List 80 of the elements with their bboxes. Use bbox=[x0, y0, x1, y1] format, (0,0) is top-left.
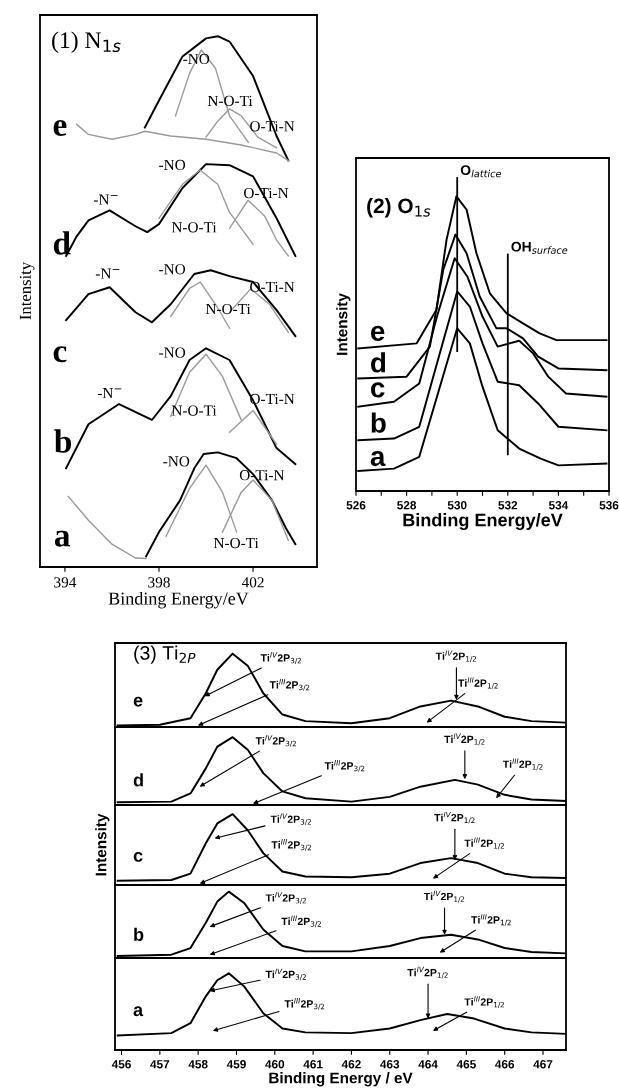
annotation: -NO bbox=[183, 53, 210, 65]
x-tick-label: 461 bbox=[303, 1060, 323, 1069]
annotation: -N$^{−}$ bbox=[97, 388, 122, 399]
annotation: Ti$^{IV}$2P$_{3/2}$ bbox=[255, 735, 296, 747]
annotation: Ti$^{III}$2P$_{1/2}$ bbox=[464, 837, 504, 850]
annotation: Ti$^{IV}$2P$_{1/2}$ bbox=[407, 966, 448, 979]
annotation: a bbox=[133, 1006, 144, 1017]
annotation: -NO bbox=[159, 264, 186, 275]
annotation: d bbox=[371, 352, 386, 373]
annotation: d bbox=[53, 231, 71, 255]
x-tick-label: 457 bbox=[150, 1060, 170, 1069]
annotation: Ti$^{III}$2P$_{1/2}$ bbox=[502, 758, 543, 771]
y-axis-title: Intensity bbox=[19, 261, 35, 320]
annotation: Ti$^{IV}$2P$_{1/2}$ bbox=[435, 650, 477, 663]
x-axis-title: Binding Energy/eV bbox=[108, 591, 249, 609]
annotation: N-O-Ti bbox=[171, 405, 217, 416]
x-tick-label: 526 bbox=[346, 501, 366, 510]
x-tick-label: 465 bbox=[456, 1060, 476, 1069]
x-tick-label: 464 bbox=[418, 1060, 438, 1069]
ref-line-label: OH$_{surface}$ bbox=[511, 241, 568, 254]
ref-line-label: O$_{lattice}$ bbox=[460, 165, 502, 178]
annotation: d bbox=[133, 773, 143, 787]
chart-title: (2) O$_{1s}$ bbox=[367, 197, 431, 218]
annotation: Ti$^{IV}$2P$_{3/2}$ bbox=[270, 813, 311, 826]
x-axis-title: Binding Energy/eV bbox=[403, 513, 563, 531]
x-tick-label: 462 bbox=[341, 1060, 361, 1069]
x-tick-label: 402 bbox=[241, 577, 264, 588]
annotation: Ti$^{IV}$2P$_{1/2}$ bbox=[423, 890, 465, 903]
annotation: -NO bbox=[159, 159, 186, 171]
annotation: Ti$^{IV}$2P$_{1/2}$ bbox=[444, 733, 485, 746]
annotation: b bbox=[54, 429, 72, 453]
x-tick-label: 456 bbox=[111, 1060, 131, 1069]
annotation: Ti$^{III}$2P$_{3/2}$ bbox=[269, 679, 310, 691]
x-tick-label: 463 bbox=[380, 1060, 400, 1069]
x-tick-label: 467 bbox=[533, 1060, 553, 1069]
x-tick-label: 460 bbox=[265, 1060, 285, 1069]
annotation: e bbox=[133, 696, 143, 707]
annotation: e bbox=[371, 325, 385, 341]
annotation: Ti$^{IV}$2P$_{3/2}$ bbox=[260, 652, 301, 664]
x-tick-label: 532 bbox=[498, 501, 518, 510]
annotation: -NO bbox=[163, 456, 190, 467]
annotation: c bbox=[371, 382, 385, 398]
x-tick-label: 466 bbox=[495, 1060, 515, 1069]
x-tick-label: 459 bbox=[226, 1060, 246, 1069]
annotation: -NO bbox=[159, 347, 186, 358]
x-axis-title: Binding Energy / eV bbox=[269, 1072, 413, 1087]
annotation: b bbox=[134, 927, 144, 941]
annotation: -N$^{−}$ bbox=[93, 194, 118, 205]
x-tick-label: 528 bbox=[397, 501, 417, 510]
chart-title: (3) Ti$_{2P}$ bbox=[134, 645, 196, 664]
annotation: Ti$^{III}$2P$_{1/2}$ bbox=[458, 677, 498, 690]
x-tick-label: 534 bbox=[548, 501, 569, 510]
annotation: N-O-Ti bbox=[213, 537, 259, 549]
annotation: Ti$^{III}$2P$_{1/2}$ bbox=[471, 914, 511, 926]
annotation: N-O-Ti bbox=[207, 95, 253, 107]
y-axis-title: Intensity bbox=[336, 293, 351, 355]
x-tick-label: 394 bbox=[54, 577, 77, 588]
annotation: Ti$^{III}$2P$_{3/2}$ bbox=[284, 998, 325, 1010]
annotation: c bbox=[133, 851, 143, 862]
annotation: Ti$^{IV}$2P$_{1/2}$ bbox=[434, 811, 475, 824]
annotation: N-O-Ti bbox=[205, 303, 251, 315]
x-tick-label: 536 bbox=[599, 501, 619, 510]
annotation: Ti$^{III}$2P$_{3/2}$ bbox=[324, 760, 365, 772]
annotation: N-O-Ti bbox=[171, 222, 217, 233]
annotation: Ti$^{III}$2P$_{3/2}$ bbox=[271, 839, 312, 851]
annotation: Ti$^{IV}$2P$_{3/2}$ bbox=[265, 892, 306, 904]
annotation: a bbox=[54, 530, 71, 547]
annotation: b bbox=[371, 412, 386, 433]
x-tick-label: 398 bbox=[148, 577, 170, 588]
annotation: Ti$^{IV}$2P$_{3/2}$ bbox=[265, 968, 306, 981]
annotation: -N$^{−}$ bbox=[95, 268, 120, 279]
annotation: Ti$^{III}$2P$_{1/2}$ bbox=[464, 996, 504, 1008]
annotation: e bbox=[53, 119, 67, 136]
annotation: a bbox=[370, 450, 386, 467]
chart-title: (1) N$_{1s}$ bbox=[52, 31, 121, 53]
x-tick-label: 530 bbox=[447, 501, 467, 510]
annotation: c bbox=[53, 346, 67, 363]
x-tick-label: 458 bbox=[188, 1060, 208, 1069]
annotation: Ti$^{III}$2P$_{3/2}$ bbox=[281, 915, 321, 928]
y-axis-title: Intensity bbox=[95, 813, 110, 876]
